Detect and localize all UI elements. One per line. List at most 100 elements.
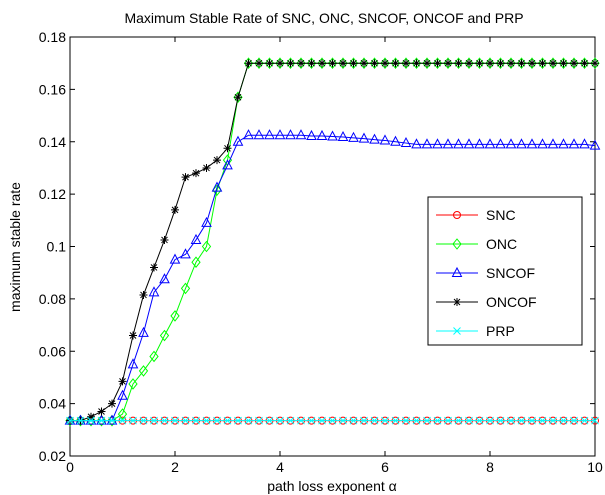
data-point-sncof [201, 216, 212, 227]
data-point-oncof [171, 205, 179, 214]
data-point-sncof [442, 138, 454, 149]
data-point-onc [411, 57, 422, 69]
data-point-prp [265, 416, 274, 425]
y-tick-label: 0.06 [39, 343, 66, 359]
data-point-sncof [85, 414, 97, 425]
data-point-oncof [412, 59, 421, 68]
data-point-onc [558, 57, 569, 69]
legend-marker-oncof [453, 298, 461, 306]
data-point-onc [369, 57, 380, 69]
data-point-onc [306, 57, 317, 69]
data-point-prp [591, 416, 599, 425]
data-point-oncof [255, 59, 263, 68]
data-point-prp [391, 416, 400, 425]
data-point-oncof [108, 399, 116, 408]
data-point-prp [580, 416, 589, 425]
data-point-oncof [297, 59, 305, 68]
data-point-oncof [454, 59, 463, 68]
data-point-prp [307, 416, 316, 425]
legend-marker-sncof [451, 266, 463, 277]
series-prp [66, 416, 599, 425]
y-tick-label: 0.08 [39, 291, 66, 307]
data-point-onc [548, 57, 558, 69]
data-point-sncof [337, 130, 349, 142]
data-point-sncof [253, 129, 265, 140]
data-point-oncof [496, 59, 505, 68]
y-tick-label: 0.16 [39, 81, 66, 97]
x-tick-label: 6 [381, 459, 389, 475]
x-tick-label: 10 [587, 459, 603, 475]
data-point-onc [348, 57, 359, 69]
data-point-sncof [558, 138, 569, 149]
data-point-oncof [244, 59, 253, 68]
data-point-prp [118, 416, 127, 425]
data-point-oncof [580, 59, 589, 68]
data-point-prp [97, 416, 106, 425]
data-point-oncof [97, 407, 106, 416]
data-point-prp [318, 416, 326, 425]
data-point-sncof [463, 138, 475, 149]
legend-marker-prp [453, 327, 461, 335]
data-point-onc [191, 256, 201, 269]
data-point-prp [223, 416, 232, 425]
data-point-onc [359, 57, 369, 69]
data-point-onc [285, 57, 296, 69]
data-point-prp [454, 416, 463, 425]
data-point-prp [234, 416, 242, 425]
data-point-sncof [327, 130, 338, 141]
data-point-oncof [307, 59, 316, 68]
legend-marker-onc [452, 238, 462, 250]
data-point-oncof [276, 59, 284, 68]
data-point-oncof [444, 59, 452, 68]
series-sncof [64, 129, 601, 425]
data-point-onc [96, 414, 107, 427]
data-point-prp [549, 416, 557, 425]
data-point-onc [380, 57, 390, 69]
data-point-onc [401, 57, 411, 69]
data-point-sncof [537, 138, 548, 149]
x-tick-label: 8 [486, 459, 494, 475]
legend-box [427, 196, 583, 346]
data-point-prp [108, 416, 116, 425]
data-point-prp [339, 416, 347, 425]
data-point-sncof [579, 138, 590, 149]
data-point-onc [180, 282, 191, 295]
data-point-oncof [370, 59, 379, 68]
data-point-onc [75, 414, 86, 427]
data-point-sncof [484, 138, 496, 149]
data-point-onc [432, 57, 443, 69]
data-point-prp [276, 416, 284, 425]
data-point-prp [517, 416, 526, 425]
data-point-sncof [138, 326, 149, 337]
data-point-prp [87, 416, 95, 425]
data-point-onc [128, 378, 138, 390]
data-point-oncof [234, 93, 242, 102]
axis-ticks: 0 2 4 6 8 10 0.02 0.04 0.06 0.08 0.1 0.12 0.14 0.16 0.… [39, 29, 603, 475]
data-point-sncof [453, 138, 464, 149]
series-layer [64, 57, 601, 427]
data-point-sncof [568, 138, 580, 149]
legend-label-sncof: SNCOF [486, 265, 535, 281]
data-point-sncof [432, 138, 443, 149]
data-point-prp [433, 416, 442, 425]
data-point-prp [496, 416, 505, 425]
data-point-prp [444, 416, 452, 425]
data-point-oncof [381, 59, 389, 68]
data-point-onc [254, 57, 264, 69]
data-point-prp [244, 416, 253, 425]
data-point-prp [129, 416, 137, 425]
x-tick-label: 4 [276, 459, 284, 475]
data-point-sncof [295, 129, 307, 140]
data-point-sncof [390, 135, 401, 146]
data-point-prp [475, 416, 484, 425]
data-point-prp [66, 416, 74, 425]
data-point-oncof [528, 59, 536, 68]
data-point-sncof [106, 414, 118, 425]
data-point-prp [349, 416, 358, 425]
data-point-sncof [274, 129, 286, 140]
data-point-oncof [475, 59, 484, 68]
legend-label-snc: SNC [486, 207, 516, 223]
data-point-sncof [421, 138, 433, 149]
data-point-sncof [127, 358, 139, 369]
